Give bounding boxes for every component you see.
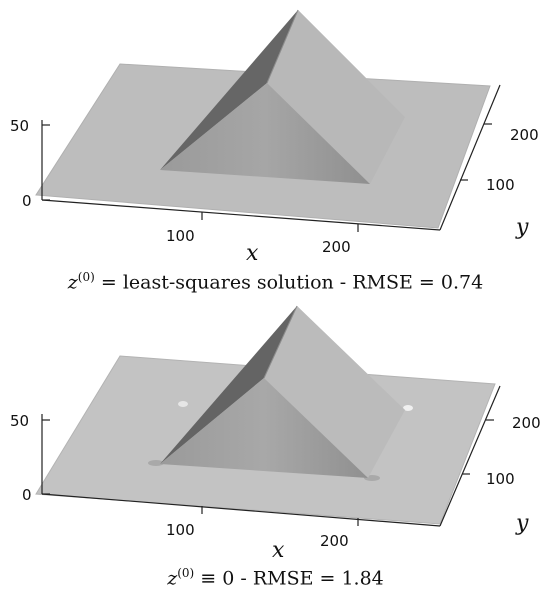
caption-text: least-squares solution - RMSE = 0.74 xyxy=(122,271,484,294)
x-tick-label: 200 xyxy=(320,532,349,550)
y-tick-label: 100 xyxy=(486,470,515,488)
x-axis-label: x xyxy=(272,538,285,563)
pyramid-face-left xyxy=(160,306,297,464)
surface-plot-top-svg: 50 0 100 200 x 200 100 y xyxy=(10,9,539,266)
surface-plot-bottom-svg: 50 0 100 200 x 200 100 y xyxy=(10,305,541,563)
x-tick-label: 200 xyxy=(322,238,351,256)
y-tick-label: 200 xyxy=(510,126,539,144)
z-tick-label: 0 xyxy=(22,486,32,504)
pyramid-face-right xyxy=(267,10,405,184)
x-tick-label: 100 xyxy=(166,521,195,539)
caption-relation: ≡ xyxy=(200,567,217,590)
pyramid-face-right xyxy=(264,306,405,478)
caption-superscript: (0) xyxy=(77,270,95,284)
caption-superscript: (0) xyxy=(177,566,195,580)
caption-variable: z xyxy=(167,567,178,590)
artifact-dimple xyxy=(178,401,188,407)
y-axis-label: y xyxy=(515,511,529,536)
caption-top: z(0) = least-squares solution - RMSE = 0… xyxy=(0,270,551,293)
y-axis xyxy=(439,385,501,527)
y-tick-label: 200 xyxy=(512,414,541,432)
x-axis xyxy=(41,493,441,527)
caption-relation: = xyxy=(100,271,117,294)
y-tick-label: 100 xyxy=(486,176,515,194)
caption-bottom: z(0) ≡ 0 - RMSE = 1.84 xyxy=(0,566,551,589)
z-tick-label: 50 xyxy=(10,412,29,430)
caption-text: 0 - RMSE = 1.84 xyxy=(222,567,384,590)
pyramid-face-left xyxy=(160,10,298,170)
z-tick-label: 0 xyxy=(22,192,32,210)
caption-variable: z xyxy=(67,271,78,294)
x-axis-label: x xyxy=(246,241,259,266)
pyramid-face-front xyxy=(160,378,368,478)
x-axis xyxy=(41,199,441,232)
surface-plot-top: 50 0 100 200 x 200 100 y z(0) = least-sq… xyxy=(0,0,551,295)
surface-plot-bottom: 50 0 100 200 x 200 100 y z(0) ≡ 0 - RMSE… xyxy=(0,296,551,591)
x-tick-label: 100 xyxy=(166,227,195,245)
artifact-dimple xyxy=(148,460,164,466)
y-axis xyxy=(439,84,501,231)
artifact-dimple xyxy=(403,405,413,411)
pyramid-face-front xyxy=(160,83,370,184)
y-axis-label: y xyxy=(515,215,529,240)
z-tick-label: 50 xyxy=(10,117,29,135)
